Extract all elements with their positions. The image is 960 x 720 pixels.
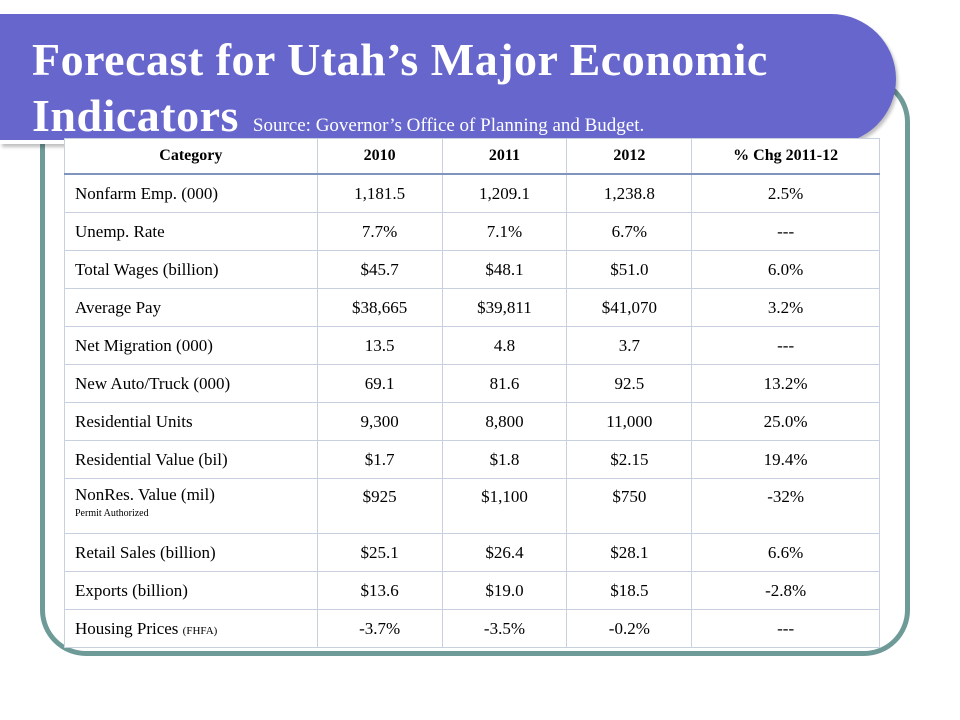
cell-2012: 6.7% [566, 212, 693, 251]
cell-pct-change: 25.0% [691, 402, 880, 441]
cell-2012: $18.5 [566, 571, 693, 610]
row-category: New Auto/Truck (000) [64, 364, 318, 403]
cell-2012: 92.5 [566, 364, 693, 403]
row-category: Net Migration (000) [64, 326, 318, 365]
cell-pct-change: --- [691, 326, 880, 365]
cell-2012: $750 [566, 478, 693, 534]
source-citation: Source: Governor’s Office of Planning an… [252, 115, 645, 136]
cell-pct-change: 2.5% [691, 173, 880, 213]
cell-2010: $45.7 [316, 250, 443, 289]
cell-pct-change: -32% [691, 478, 880, 534]
cell-2010: 1,181.5 [316, 173, 443, 213]
row-category: Unemp. Rate [64, 212, 318, 251]
table-header-row: Category 2010 2011 2012 % Chg 2011-12 [64, 138, 880, 175]
cell-2012: $28.1 [566, 533, 693, 572]
table-row: Net Migration (000) 13.5 4.8 3.7 --- [64, 326, 880, 365]
indicators-table: Category 2010 2011 2012 % Chg 2011-12 No… [64, 138, 880, 648]
cell-2011: $1.8 [441, 440, 568, 479]
row-category: Exports (billion) [64, 571, 318, 610]
cell-2010: 7.7% [316, 212, 443, 251]
title-banner: Forecast for Utah’s Major Economic Indic… [0, 14, 896, 144]
row-category-cell: NonRes. Value (mil) Permit Authorized [64, 478, 318, 534]
cell-2010: 13.5 [316, 326, 443, 365]
table-row: NonRes. Value (mil) Permit Authorized $9… [64, 478, 880, 534]
cell-2010: 9,300 [316, 402, 443, 441]
table-row: Exports (billion) $13.6 $19.0 $18.5 -2.8… [64, 571, 880, 610]
cell-2011: $26.4 [441, 533, 568, 572]
cell-pct-change: --- [691, 609, 880, 648]
cell-2011: 1,209.1 [441, 173, 568, 213]
row-category-cell: Housing Prices (FHFA) [64, 609, 318, 648]
header-category: Category [64, 138, 318, 175]
row-category: Housing Prices [75, 618, 179, 638]
row-category: Residential Units [64, 402, 318, 441]
cell-2010: $925 [316, 478, 443, 534]
table-row: Unemp. Rate 7.7% 7.1% 6.7% --- [64, 212, 880, 251]
cell-2012: $2.15 [566, 440, 693, 479]
row-category: Residential Value (bil) [64, 440, 318, 479]
cell-2010: $38,665 [316, 288, 443, 327]
cell-2012: -0.2% [566, 609, 693, 648]
cell-2010: 69.1 [316, 364, 443, 403]
row-category: Nonfarm Emp. (000) [64, 173, 318, 213]
table-row: Retail Sales (billion) $25.1 $26.4 $28.1… [64, 533, 880, 572]
table-row: Nonfarm Emp. (000) 1,181.5 1,209.1 1,238… [64, 173, 880, 213]
slide-title-word: Indicators [32, 90, 239, 141]
cell-2011: 8,800 [441, 402, 568, 441]
cell-2012: 3.7 [566, 326, 693, 365]
cell-2012: $41,070 [566, 288, 693, 327]
table-row: Total Wages (billion) $45.7 $48.1 $51.0 … [64, 250, 880, 289]
cell-2011: $48.1 [441, 250, 568, 289]
cell-2010: $13.6 [316, 571, 443, 610]
header-pct-change: % Chg 2011-12 [691, 138, 880, 175]
cell-2011: $19.0 [441, 571, 568, 610]
table-row: Residential Units 9,300 8,800 11,000 25.… [64, 402, 880, 441]
table-row: Average Pay $38,665 $39,811 $41,070 3.2% [64, 288, 880, 327]
cell-2011: 7.1% [441, 212, 568, 251]
header-2010: 2010 [316, 138, 443, 175]
table-row: Housing Prices (FHFA) -3.7% -3.5% -0.2% … [64, 609, 880, 648]
cell-pct-change: 13.2% [691, 364, 880, 403]
cell-2012: $51.0 [566, 250, 693, 289]
header-2012: 2012 [566, 138, 693, 175]
header-2011: 2011 [441, 138, 568, 175]
cell-pct-change: 19.4% [691, 440, 880, 479]
slide-title-line2: Indicators Source: Governor’s Office of P… [32, 88, 644, 155]
row-category-note: (FHFA) [182, 624, 218, 637]
cell-2011: $39,811 [441, 288, 568, 327]
cell-2011: 81.6 [441, 364, 568, 403]
cell-pct-change: 6.0% [691, 250, 880, 289]
cell-2012: 11,000 [566, 402, 693, 441]
cell-pct-change: 6.6% [691, 533, 880, 572]
row-category: Retail Sales (billion) [64, 533, 318, 572]
cell-2012: 1,238.8 [566, 173, 693, 213]
cell-2011: $1,100 [441, 478, 568, 534]
row-category: Total Wages (billion) [64, 250, 318, 289]
row-category: Average Pay [64, 288, 318, 327]
table-row: Residential Value (bil) $1.7 $1.8 $2.15 … [64, 440, 880, 479]
row-category-note: Permit Authorized [75, 508, 149, 519]
cell-2010: -3.7% [316, 609, 443, 648]
cell-2010: $25.1 [316, 533, 443, 572]
cell-pct-change: -2.8% [691, 571, 880, 610]
cell-2010: $1.7 [316, 440, 443, 479]
cell-2011: -3.5% [441, 609, 568, 648]
table-row: New Auto/Truck (000) 69.1 81.6 92.5 13.2… [64, 364, 880, 403]
cell-pct-change: --- [691, 212, 880, 251]
row-category: NonRes. Value (mil) [75, 485, 215, 504]
cell-2011: 4.8 [441, 326, 568, 365]
cell-pct-change: 3.2% [691, 288, 880, 327]
slide-title-line1: Forecast for Utah’s Major Economic [32, 34, 768, 85]
